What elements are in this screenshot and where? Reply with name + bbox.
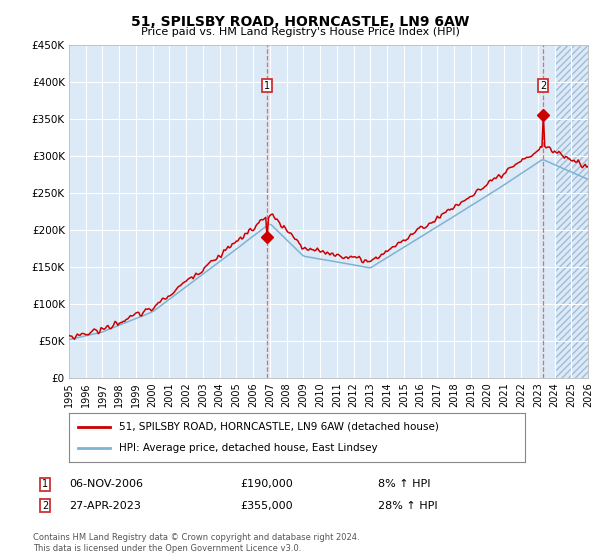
Text: HPI: Average price, detached house, East Lindsey: HPI: Average price, detached house, East…	[119, 443, 378, 453]
Bar	[554, 45, 588, 378]
Text: 06-NOV-2006: 06-NOV-2006	[69, 479, 143, 489]
Text: 2: 2	[540, 81, 546, 91]
Text: £355,000: £355,000	[240, 501, 293, 511]
Text: 8% ↑ HPI: 8% ↑ HPI	[378, 479, 431, 489]
Text: 1: 1	[265, 81, 271, 91]
Text: 28% ↑ HPI: 28% ↑ HPI	[378, 501, 437, 511]
Text: Price paid vs. HM Land Registry's House Price Index (HPI): Price paid vs. HM Land Registry's House …	[140, 27, 460, 37]
Text: 51, SPILSBY ROAD, HORNCASTLE, LN9 6AW: 51, SPILSBY ROAD, HORNCASTLE, LN9 6AW	[131, 15, 469, 29]
Text: 51, SPILSBY ROAD, HORNCASTLE, LN9 6AW (detached house): 51, SPILSBY ROAD, HORNCASTLE, LN9 6AW (d…	[119, 422, 439, 432]
Text: 1: 1	[42, 479, 48, 489]
Text: Contains HM Land Registry data © Crown copyright and database right 2024.
This d: Contains HM Land Registry data © Crown c…	[33, 533, 359, 553]
Text: 27-APR-2023: 27-APR-2023	[69, 501, 141, 511]
Text: £190,000: £190,000	[240, 479, 293, 489]
Text: 2: 2	[42, 501, 48, 511]
